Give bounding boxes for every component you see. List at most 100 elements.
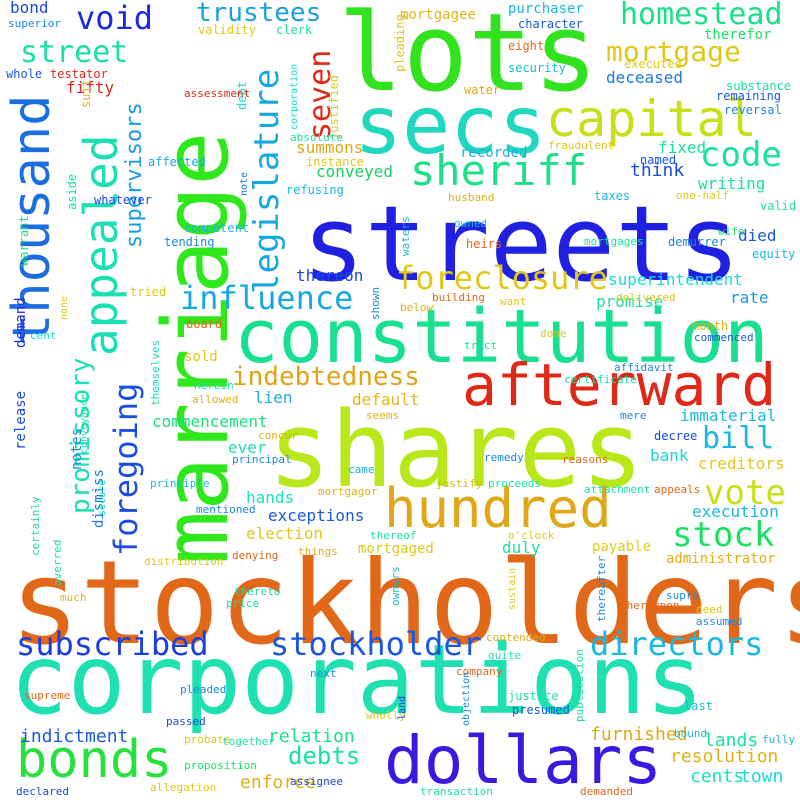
word: indictment — [20, 726, 129, 747]
word: rate — [730, 288, 769, 307]
word: o'clock — [508, 529, 555, 542]
word: owners — [389, 566, 402, 606]
word: probate — [184, 733, 231, 746]
word: waters — [399, 216, 412, 256]
word: eight — [508, 39, 545, 53]
word: presumed — [512, 703, 570, 717]
word: decree — [654, 429, 698, 443]
word: supervisors — [122, 102, 147, 248]
word: fixed — [658, 138, 707, 157]
word: purchaser — [508, 1, 584, 17]
word: none — [59, 295, 70, 320]
word: bank — [650, 446, 689, 465]
word: administrator — [666, 551, 776, 567]
word: creditors — [698, 454, 785, 473]
word: equity — [752, 247, 796, 261]
word: capital — [546, 90, 757, 148]
word: principal — [232, 453, 292, 466]
word: named — [640, 153, 677, 167]
word: afterward — [462, 351, 777, 419]
word: valid — [760, 199, 797, 213]
word: secs — [354, 79, 547, 172]
word: contended — [486, 631, 546, 644]
word: code — [700, 135, 782, 175]
word: board — [186, 317, 223, 331]
word: mortgagee — [400, 7, 476, 23]
word: taxes — [594, 189, 631, 203]
word: substance — [726, 79, 792, 93]
word: validity — [198, 23, 256, 37]
word: hundred — [384, 477, 612, 540]
word: proceeds — [488, 477, 541, 490]
word: concur — [258, 429, 298, 442]
word: reasons — [562, 453, 609, 466]
word: delivered — [616, 291, 676, 304]
word: declared — [16, 785, 69, 798]
word: wholly — [366, 709, 406, 722]
word: character — [518, 17, 584, 31]
word: demanded — [580, 785, 633, 798]
word: land — [397, 695, 408, 720]
word: commencement — [152, 412, 268, 431]
word: bonds — [16, 730, 173, 790]
word: suit — [79, 79, 93, 108]
word: price — [226, 597, 260, 610]
word: assignee — [290, 775, 343, 788]
word: think — [630, 160, 685, 181]
word: allegation — [150, 781, 217, 794]
word: corporation — [289, 63, 300, 130]
word: certificate — [564, 373, 637, 386]
word: died — [738, 226, 777, 245]
word: foregoing — [107, 382, 145, 556]
word: sheriff — [410, 146, 588, 195]
word: principle — [150, 477, 210, 490]
word: shown — [369, 286, 382, 320]
word: stockholder — [270, 625, 482, 663]
word: building — [432, 291, 485, 304]
word: influence — [180, 279, 354, 317]
word: pleading — [393, 14, 407, 72]
word: furnished — [590, 724, 688, 745]
word: lands — [704, 730, 759, 751]
word: hands — [246, 488, 295, 507]
word: default — [352, 390, 420, 409]
word: stock — [672, 515, 775, 555]
word: mortgage — [606, 35, 741, 68]
word: whatever — [94, 193, 152, 207]
word: demurrer — [668, 235, 726, 249]
word: done — [540, 327, 567, 340]
word: debts — [288, 742, 361, 770]
word: proposition — [184, 759, 257, 772]
word: water — [464, 83, 501, 97]
word: lots — [338, 0, 599, 116]
word: pleaded — [180, 683, 227, 696]
word: exceptions — [268, 506, 365, 525]
word: trustees — [196, 0, 322, 28]
word: seems — [366, 409, 400, 422]
word: fifty — [66, 78, 115, 97]
word: vote — [704, 473, 786, 513]
word: promise — [596, 292, 664, 311]
word: last — [684, 699, 713, 713]
word: assessment — [184, 87, 251, 100]
word: things — [298, 545, 338, 558]
word: mortgaged — [358, 541, 434, 557]
word: herein — [194, 379, 234, 392]
word: streets — [302, 183, 741, 305]
word: thereupon — [620, 599, 680, 612]
word: whole — [6, 67, 43, 81]
word: bound — [674, 727, 708, 740]
word: appeals — [654, 483, 701, 496]
word: objection — [461, 671, 472, 726]
word: assumed — [696, 615, 743, 628]
word: indebtedness — [232, 362, 420, 392]
word: sustain — [507, 567, 518, 610]
word: instance — [306, 155, 364, 169]
word: absolute — [290, 131, 343, 144]
word: wife — [718, 225, 745, 238]
word: conveyance — [79, 393, 90, 454]
word: election — [246, 524, 324, 543]
word: supreme — [24, 689, 71, 702]
word: payable — [592, 539, 652, 555]
